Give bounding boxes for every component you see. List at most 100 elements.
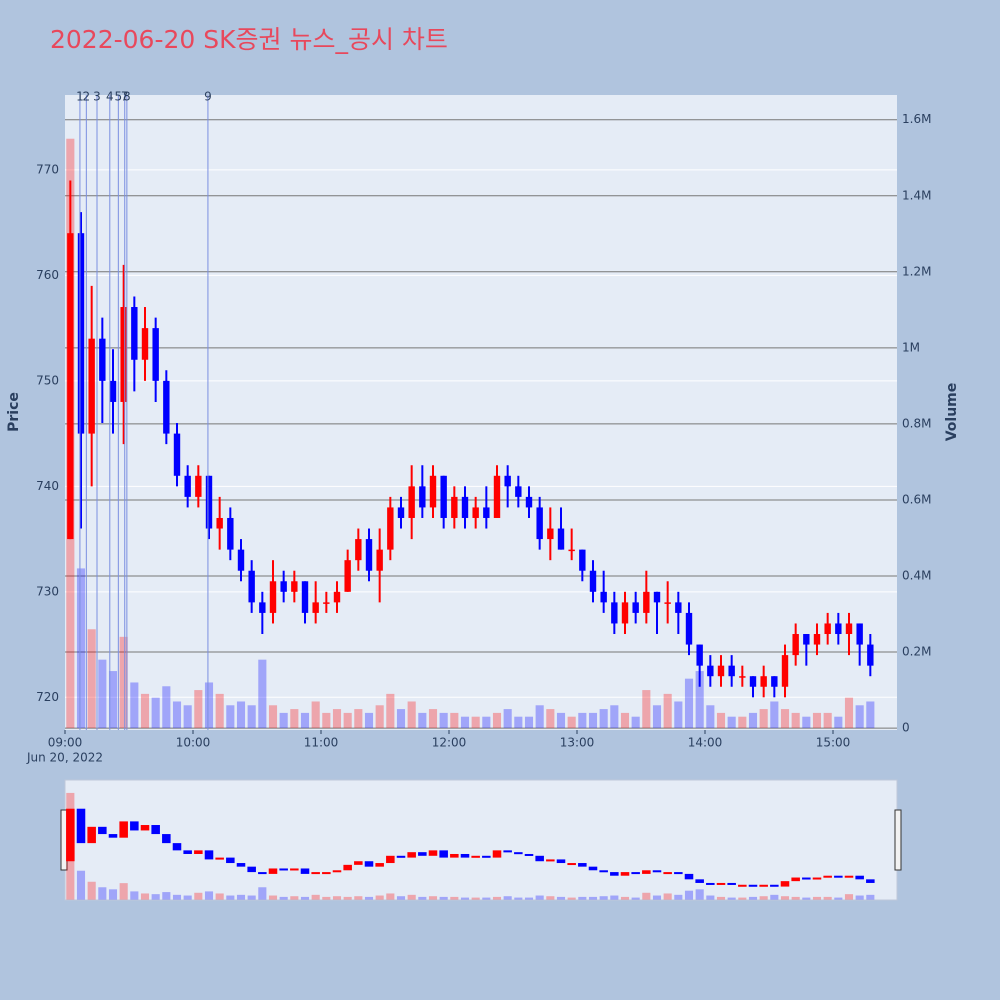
- candle-body: [632, 602, 639, 613]
- slider-volume-bar: [268, 895, 278, 900]
- volume-bar: [546, 709, 555, 729]
- slider-volume-bar: [642, 892, 651, 900]
- candle-body: [195, 475, 202, 497]
- volume-bar: [567, 716, 576, 729]
- slider-candle: [748, 884, 758, 887]
- slider-candle: [471, 855, 480, 858]
- slider-volume-bar: [130, 891, 139, 900]
- slider-volume-bar: [652, 895, 662, 900]
- candle-body: [67, 233, 74, 540]
- volume-bar: [140, 693, 150, 729]
- volume-bar: [108, 671, 118, 729]
- slider-volume-bar: [247, 895, 256, 900]
- volume-bar: [706, 705, 715, 729]
- candle-body: [653, 591, 661, 603]
- y-tick-label: 730: [36, 584, 59, 598]
- slider-candle: [194, 850, 203, 854]
- slider-volume-bar: [300, 896, 310, 900]
- slider-candle: [215, 857, 224, 860]
- slider-volume-bar: [151, 894, 160, 900]
- candle-body: [547, 528, 554, 540]
- slider-volume-bar: [98, 887, 107, 900]
- slider-candle: [268, 868, 278, 874]
- slider-volume-bar: [588, 896, 598, 900]
- slider-candle: [770, 884, 779, 887]
- volume-bar: [194, 690, 203, 729]
- slider-candle: [599, 870, 608, 873]
- volume-bar: [300, 712, 310, 729]
- volume-bar: [578, 712, 587, 729]
- volume-bar: [727, 716, 736, 729]
- slider-candle: [279, 868, 288, 871]
- slider-candle: [130, 821, 139, 831]
- volume-bar: [151, 697, 160, 729]
- candle-body: [323, 602, 330, 604]
- volume-bar: [236, 701, 246, 729]
- slider-candle: [706, 882, 715, 885]
- volume-bar: [386, 693, 395, 729]
- candle-body: [301, 581, 309, 613]
- volume-bar: [812, 712, 822, 729]
- news-label: 3: [93, 90, 101, 104]
- slider-candle: [834, 875, 843, 878]
- slider-candle: [759, 884, 768, 887]
- slider-candle: [407, 852, 416, 858]
- volume-bar: [738, 716, 747, 729]
- volume-bar: [834, 716, 843, 729]
- y-tick-label: 720: [36, 690, 59, 704]
- candle-body: [579, 549, 586, 571]
- volume-bar: [172, 701, 182, 729]
- slider-volume-bar: [802, 897, 811, 900]
- slider-candle: [546, 859, 555, 862]
- slider-candle: [503, 850, 512, 853]
- volume-bar: [823, 712, 832, 729]
- volume-bar: [674, 701, 683, 729]
- slider-candle: [396, 855, 406, 858]
- candle-body: [824, 623, 831, 635]
- slider-volume-bar: [578, 896, 587, 900]
- candle-body: [259, 602, 266, 613]
- candle-body: [184, 475, 191, 497]
- news-label: 8: [123, 90, 131, 104]
- x-tick-label: 10:00: [176, 736, 211, 750]
- slider-volume-bar: [791, 896, 800, 900]
- candle-body: [867, 644, 874, 666]
- candle-body: [856, 623, 863, 645]
- slider-candle: [204, 850, 214, 860]
- volume-bar: [375, 705, 384, 729]
- volume-bar: [748, 712, 758, 729]
- volume-bar: [76, 568, 86, 729]
- volume-bar: [535, 705, 544, 729]
- slider-candle: [674, 872, 683, 875]
- volume-bar: [492, 712, 502, 729]
- candle-body: [717, 665, 725, 677]
- slider-volume-bar: [567, 897, 576, 900]
- candle-body: [280, 581, 287, 592]
- slider-candle: [578, 863, 587, 867]
- slider-candle: [791, 877, 800, 882]
- volume-bar: [98, 659, 107, 729]
- volume-bar: [620, 712, 630, 729]
- news-label: 1: [76, 90, 84, 104]
- y-tick-label: 770: [36, 162, 59, 176]
- volume-bar: [215, 693, 224, 729]
- y2-tick-label: 0: [902, 721, 910, 735]
- volume-bar: [482, 716, 491, 729]
- candle-body: [77, 233, 85, 434]
- volume-bar: [780, 709, 790, 729]
- candle-body: [120, 307, 127, 402]
- news-label: 4: [106, 90, 114, 104]
- slider-volume-bar: [674, 894, 683, 900]
- candle-body: [248, 570, 255, 603]
- volume-bar: [844, 697, 854, 729]
- volume-bar: [258, 659, 267, 729]
- slider-volume-bar: [172, 894, 182, 900]
- slider-handle[interactable]: [894, 809, 902, 871]
- volume-bar: [87, 629, 96, 729]
- range-slider[interactable]: [64, 779, 898, 901]
- y2-tick-label: 0.6M: [902, 492, 931, 506]
- candle-body: [141, 328, 149, 360]
- volume-bar: [770, 701, 779, 729]
- candle-body: [237, 549, 245, 571]
